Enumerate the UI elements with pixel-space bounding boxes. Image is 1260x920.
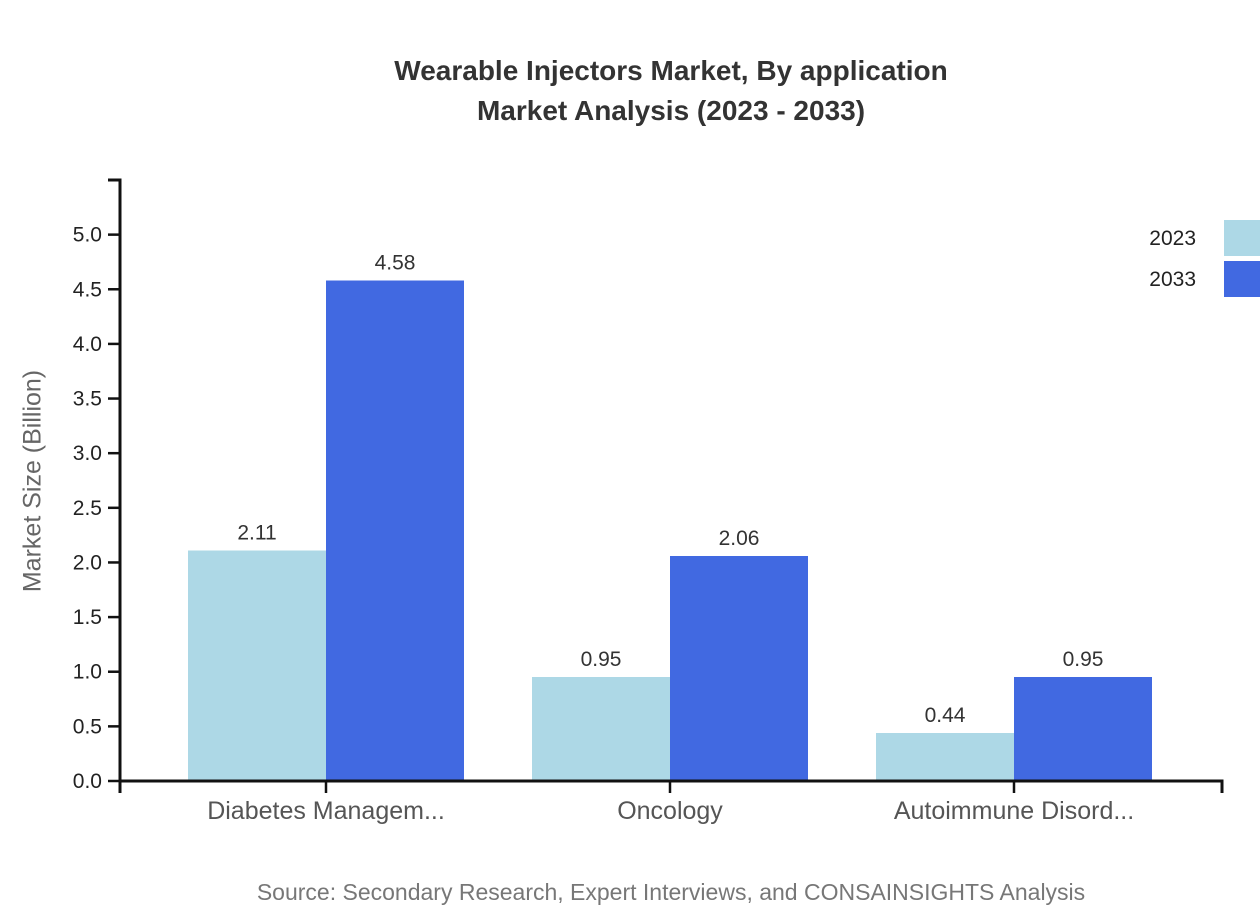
y-axis-tick-label: 1.0 (73, 661, 102, 684)
y-axis-tick-label: 0.0 (73, 770, 102, 793)
bar-value-label: 4.58 (375, 252, 416, 275)
bar-2033-category-1 (670, 555, 808, 781)
legend-label-2023: 2023 (1149, 227, 1196, 250)
legend: 2023 2033 (1149, 220, 1260, 297)
chart-title-line-2: Market Analysis (2023 - 2033) (477, 95, 865, 126)
x-axis-category-label: Oncology (617, 797, 723, 825)
chart-title-line-1: Wearable Injectors Market, By applicatio… (394, 55, 947, 86)
source-note: Source: Secondary Research, Expert Inter… (257, 879, 1085, 905)
bar-value-label: 0.95 (1063, 648, 1104, 671)
bar-2033-category-0 (326, 280, 464, 781)
x-axis-category-label: Diabetes Managem... (207, 797, 445, 825)
legend-label-2033: 2033 (1149, 268, 1196, 291)
y-axis-line (108, 178, 122, 781)
bar-2023-category-1 (532, 677, 670, 781)
bars-layer: 2.11 0.95 0.44 4.58 2.06 0.95 (188, 252, 1152, 781)
y-axis-tick-label: 4.5 (73, 278, 102, 301)
y-axis-tick-label: 5.0 (73, 224, 102, 247)
bar-value-label: 2.06 (719, 527, 760, 550)
bar-2033-category-2 (1014, 677, 1152, 781)
legend-swatch-2023 (1224, 220, 1260, 256)
y-axis-tick-label: 2.0 (73, 551, 102, 574)
bar-2023-category-0 (188, 550, 326, 781)
bar-value-label: 0.95 (581, 648, 622, 671)
y-axis-tick-label: 3.0 (73, 442, 102, 465)
x-axis-category-label: Autoimmune Disord... (894, 797, 1134, 825)
bar-value-label: 0.44 (925, 704, 966, 727)
y-axis-tick-label: 2.5 (73, 497, 102, 520)
y-axis-title: Market Size (Billion) (19, 370, 47, 592)
y-axis-tick-label: 1.5 (73, 606, 102, 629)
bar-2023-category-2 (876, 732, 1014, 781)
y-axis-tick-label: 3.5 (73, 388, 102, 411)
y-axis-tick-label: 4.0 (73, 333, 102, 356)
axes-layer: 0.0 0.5 1.0 1.5 2.0 2.5 3.0 3.5 4.0 4.5 5.0 Diabete… (73, 178, 1224, 825)
y-axis-tick-label: 0.5 (73, 715, 102, 738)
legend-swatch-2033 (1224, 261, 1260, 297)
bar-value-label: 2.11 (237, 521, 276, 544)
